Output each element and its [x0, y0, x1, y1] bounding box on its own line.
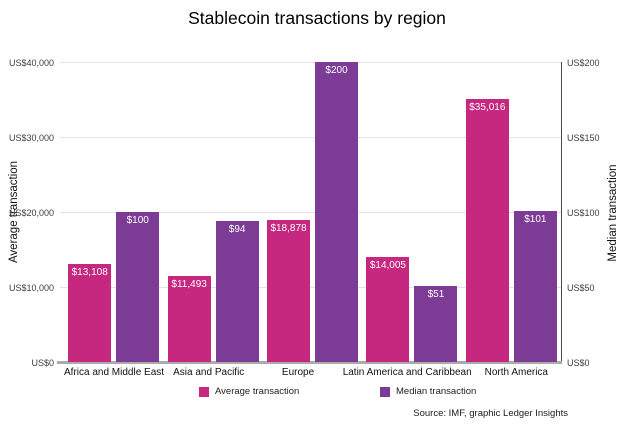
bar-group: $14,005 $51 [362, 62, 461, 362]
y-axis-tick-right: US$50 [567, 283, 595, 293]
bar-value-label: $35,016 [469, 102, 506, 114]
x-axis-label: Asia and Pacific [173, 367, 245, 378]
gridline [60, 212, 561, 213]
bar-average-transaction: $14,005 [366, 257, 410, 362]
bar-group: $18,878 $200 [263, 62, 362, 362]
x-axis-line [57, 361, 562, 364]
y-axis-tick-left: US$30,000 [8, 133, 54, 143]
bar-value-label: $11,493 [171, 278, 207, 290]
bar-median-transaction: $94 [215, 221, 259, 362]
y-axis-tick-right: US$100 [567, 208, 600, 218]
bar-series: $13,108 $100 $11,493 $94 $18,878 $200 $14,005 $… [64, 62, 561, 362]
y-axis-tick-right: US$0 [567, 358, 590, 368]
x-axis-label: Latin America and Caribbean [342, 367, 472, 378]
legend-item: Average transaction [199, 386, 299, 397]
bar-median-transaction: $100 [116, 212, 160, 362]
bar-median-transaction: $51 [414, 285, 458, 362]
bar-value-label: $94 [228, 224, 246, 235]
legend-item: Median transaction [380, 386, 476, 397]
bar-median-transaction: $101 [513, 210, 557, 362]
legend-swatch [380, 386, 390, 397]
bar-value-label: $101 [524, 213, 547, 225]
y-axis-tick-left: US$20,000 [8, 208, 54, 218]
right-axis-title: Median transaction [607, 164, 619, 262]
bar-value-label: $51 [427, 288, 445, 300]
bar-average-transaction: $11,493 [167, 275, 211, 362]
bar-value-label: $100 [126, 215, 149, 226]
x-axis-labels: Africa and Middle East Asia and Pacific Eu… [64, 367, 561, 378]
chart-title: Stablecoin transactions by region [188, 8, 446, 28]
legend-label: Average transaction [215, 386, 300, 397]
bar-group: $13,108 $100 [64, 62, 163, 362]
gridline [60, 287, 561, 288]
bar-average-transaction: $18,878 [267, 220, 311, 362]
bar-average-transaction: $35,016 [465, 99, 509, 362]
x-axis-label: Europe [281, 367, 315, 378]
x-axis-label: Africa and Middle East [64, 367, 165, 378]
bar-value-label: $200 [325, 65, 348, 76]
plot-area [60, 62, 562, 362]
x-axis-label: North America [484, 367, 548, 378]
y-axis-tick-left: US$0 [31, 358, 54, 368]
y-axis-tick-right: US$200 [567, 58, 600, 68]
y-axis-tick-left: US$10,000 [8, 283, 54, 293]
source-note: Source: IMF, graphic Ledger Insights [413, 408, 568, 419]
y-axis-tick-right: US$150 [567, 133, 600, 143]
bar-value-label: $13,108 [71, 266, 108, 278]
bar-value-label: $14,005 [369, 260, 406, 271]
bar-average-transaction: $13,108 [68, 263, 112, 362]
bar-group: $35,016 $101 [462, 62, 561, 362]
legend-label: Median transaction [396, 386, 477, 397]
gridline [60, 62, 561, 63]
legend-swatch [199, 386, 209, 397]
bar-value-label: $18,878 [270, 223, 307, 235]
bar-median-transaction: $200 [315, 62, 359, 362]
bar-group: $11,493 $94 [163, 62, 262, 362]
gridline [60, 137, 561, 138]
y-axis-tick-left: US$40,000 [8, 58, 54, 68]
